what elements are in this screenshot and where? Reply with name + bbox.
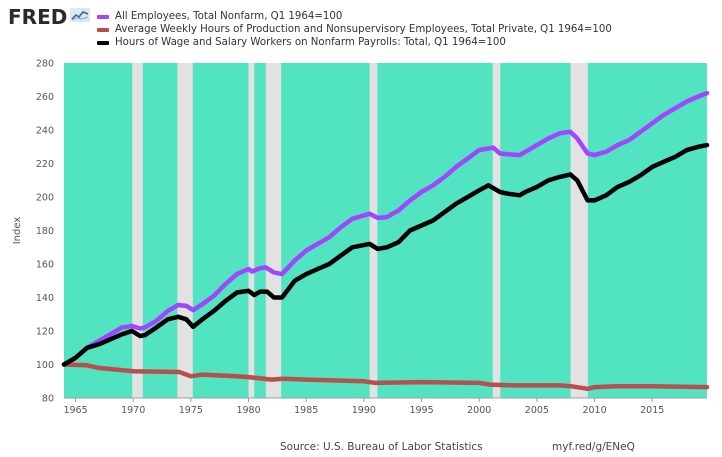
series-line-3 [61,142,710,367]
y-tick-label: 140 [36,293,54,304]
legend-swatch-2 [97,27,109,32]
y-tick-label: 280 [36,59,54,70]
series-line-1 [61,90,710,367]
y-tick-label: 80 [42,394,54,405]
recession-band [369,63,378,398]
source-text: Source: U.S. Bureau of Labor Statistics [280,441,483,453]
y-tick-label: 160 [36,260,54,271]
x-tick-label: 2000 [467,405,491,416]
x-tick-label: 1965 [63,405,87,416]
recession-band [265,63,282,398]
recession-band [248,63,255,398]
legend-item: All Employees, Total Nonfarm, Q1 1964=10… [97,10,612,23]
legend-swatch-1 [97,14,109,19]
y-tick-label: 100 [36,360,54,371]
x-tick-label: 1985 [294,405,318,416]
y-tick-label: 240 [36,126,54,137]
x-tick-label: 1970 [121,405,145,416]
fred-chart-icon [70,8,90,22]
legend-swatch-3 [97,40,109,45]
recession-band [132,63,143,398]
x-tick-label: 1980 [236,405,260,416]
short-url-link[interactable]: myf.red/g/ENeQ [552,441,635,453]
recession-band [570,63,588,398]
y-tick-label: 120 [36,327,54,338]
x-tick-label: 1995 [409,405,433,416]
legend-item: Average Weekly Hours of Production and N… [97,23,612,36]
x-tick-label: 2010 [582,405,606,416]
y-tick-label: 200 [36,193,54,204]
y-tick-label: 220 [36,159,54,170]
legend-label: Average Weekly Hours of Production and N… [115,24,612,35]
chart-svg: 80 100 120 140 160 180 200 220 240 260 280 1965 1970… [12,59,710,416]
x-tick-label: 1990 [352,405,376,416]
y-tick-label: 260 [36,92,54,103]
recession-band [492,63,501,398]
x-tick-label: 1975 [179,405,203,416]
x-tick-label: 2015 [640,405,664,416]
fred-logo: FRED [8,5,68,29]
plot-area [64,63,707,398]
series-line-2 [61,362,710,392]
x-tick-label: 2005 [525,405,549,416]
legend-item: Hours of Wage and Salary Workers on Nonf… [97,36,612,49]
recession-band [177,63,193,398]
legend: All Employees, Total Nonfarm, Q1 1964=10… [97,10,612,49]
y-tick-label: 180 [36,226,54,237]
legend-label: All Employees, Total Nonfarm, Q1 1964=10… [115,11,343,22]
y-axis-label: Index [12,217,23,245]
legend-label: Hours of Wage and Salary Workers on Nonf… [115,37,506,48]
